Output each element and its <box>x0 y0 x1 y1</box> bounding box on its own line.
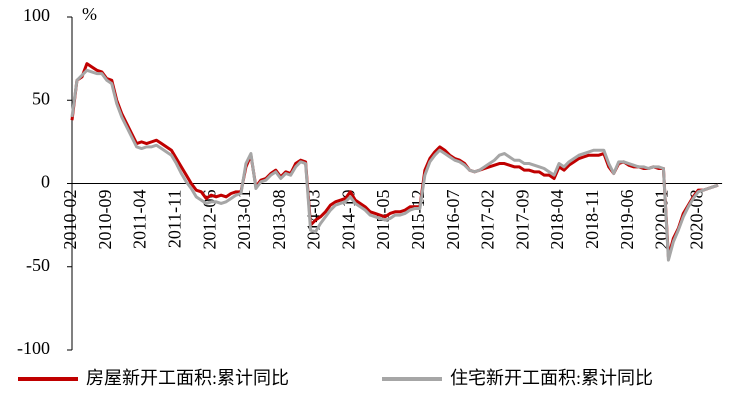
x-tick-label: 2017-09 <box>512 190 532 250</box>
legend-label: 房屋新开工面积:累计同比 <box>86 368 289 388</box>
x-tick-label: 2017-02 <box>478 190 498 250</box>
y-axis-unit: % <box>82 4 97 24</box>
line-series <box>70 68 719 262</box>
y-tick-label: 100 <box>23 5 50 25</box>
x-tick-label: 2013-08 <box>269 190 289 250</box>
x-tick-label: 2016-07 <box>443 190 463 250</box>
x-tick-label: 2020-08 <box>686 190 706 250</box>
x-tick-label: 2010-09 <box>95 190 115 250</box>
y-tick-label: -50 <box>26 255 50 275</box>
x-tick-label: 2011-04 <box>130 190 150 249</box>
x-tick-label: 2014-10 <box>338 190 358 250</box>
y-tick-label: -100 <box>17 338 50 358</box>
x-tick-label: 2018-11 <box>582 190 602 249</box>
x-tick-label: 2015-12 <box>408 190 428 250</box>
y-tick-label: 0 <box>41 172 50 192</box>
x-tick-label: 2019-06 <box>617 190 637 250</box>
x-tick-label: 2012-06 <box>199 190 219 250</box>
x-tick-label: 2011-11 <box>164 190 184 249</box>
x-tick-label: 2014-03 <box>304 190 324 250</box>
x-tick-label: 2010-02 <box>60 190 80 250</box>
legend-label: 住宅新开工面积:累计同比 <box>450 368 653 388</box>
x-tick-label: 2013-01 <box>234 190 254 250</box>
y-tick-label: 50 <box>32 88 50 108</box>
x-tick-label: 2018-04 <box>547 190 567 250</box>
